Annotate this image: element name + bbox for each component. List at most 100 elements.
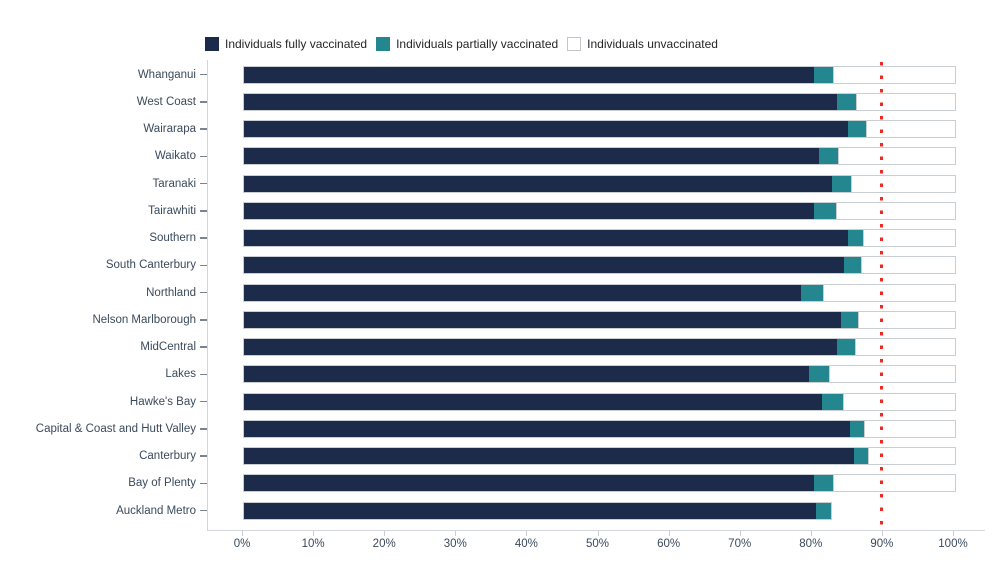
bar-segment-partially-vaccinated <box>836 339 856 356</box>
y-axis-tickmark <box>200 482 207 485</box>
y-axis-label: Nelson Marlborough <box>92 313 196 326</box>
bar-segment-fully-vaccinated <box>244 202 814 219</box>
reference-line-90-percent <box>880 62 884 531</box>
y-axis-row: Lakes <box>0 361 207 388</box>
x-axis-tick-label: 40% <box>514 538 538 550</box>
y-axis-label: Bay of Plenty <box>128 477 196 490</box>
bar-segment-unvaccinated <box>823 284 955 301</box>
legend-swatch-icon <box>376 37 391 51</box>
y-axis-tickmark <box>200 319 207 321</box>
y-axis-row: Canterbury <box>0 443 207 470</box>
bar-segment-unvaccinated <box>838 148 955 165</box>
bar-segment-partially-vaccinated <box>819 148 839 165</box>
y-axis-label: Capital & Coast and Hutt Valley <box>35 422 196 435</box>
chart-legend: Individuals fully vaccinated Individuals … <box>205 37 718 51</box>
y-axis-row: Hawke's Bay <box>0 388 207 415</box>
y-axis-row: Nelson Marlborough <box>0 306 207 333</box>
legend-item: Individuals fully vaccinated <box>205 37 367 51</box>
y-axis-row: Wairarapa <box>0 116 207 143</box>
y-axis-label: Canterbury <box>139 450 196 463</box>
bar-row <box>243 474 956 493</box>
bar-row <box>243 229 956 248</box>
bar-segment-partially-vaccinated <box>800 284 824 301</box>
y-axis-label: Taranaki <box>152 177 196 190</box>
x-axis-tickmark <box>881 531 883 536</box>
x-axis-tick-label: 60% <box>657 538 681 550</box>
bar-segment-partially-vaccinated <box>813 202 837 219</box>
legend-item: Individuals partially vaccinated <box>376 37 558 51</box>
bar-row <box>243 201 956 220</box>
bar-row <box>243 501 833 520</box>
y-axis-row: Waikato <box>0 143 207 170</box>
y-axis-row: South Canterbury <box>0 252 207 279</box>
y-axis-tickmark <box>200 237 207 239</box>
bar-segment-fully-vaccinated <box>244 448 855 465</box>
bar-segment-unvaccinated <box>856 93 955 110</box>
y-axis-label: Southern <box>149 232 196 245</box>
x-axis-tickmark <box>668 531 670 536</box>
x-axis-tickmark <box>526 531 528 536</box>
y-axis-label: Whanganui <box>137 68 196 81</box>
bar-segment-fully-vaccinated <box>244 502 817 519</box>
x-axis-tick-label: 100% <box>938 538 968 550</box>
x-axis-tick-label: 0% <box>233 538 251 550</box>
bar-row <box>243 392 956 411</box>
bar-row <box>243 365 956 384</box>
bar-row <box>243 419 956 438</box>
bar-segment-partially-vaccinated <box>816 502 832 519</box>
legend-swatch-icon <box>567 37 582 51</box>
bar-segment-fully-vaccinated <box>244 257 845 274</box>
bar-row <box>243 65 956 84</box>
y-axis-tickmark <box>200 182 207 185</box>
y-axis-tickmark <box>200 101 207 103</box>
bar-row <box>243 283 956 302</box>
bar-row <box>243 338 956 357</box>
bar-segment-unvaccinated <box>867 448 955 465</box>
y-axis-label: Northland <box>146 286 196 299</box>
y-axis-label: MidCentral <box>140 341 196 354</box>
y-axis-tickmark <box>200 291 207 294</box>
x-axis-tickmark <box>313 531 315 536</box>
bar-segment-unvaccinated <box>829 366 955 383</box>
x-axis-tickmark <box>384 531 386 536</box>
legend-label: Individuals fully vaccinated <box>225 37 368 51</box>
x-axis-tickmark <box>242 531 243 536</box>
bar-segment-unvaccinated <box>833 475 955 492</box>
x-axis-tickmark <box>455 531 457 536</box>
y-axis-row: Tairawhiti <box>0 197 207 224</box>
y-axis-row: MidCentral <box>0 334 207 361</box>
bar-segment-partially-vaccinated <box>808 366 830 383</box>
bar-segment-unvaccinated <box>836 202 955 219</box>
y-axis-tickmark <box>200 73 207 76</box>
y-axis-row: Northland <box>0 279 207 306</box>
bar-segment-fully-vaccinated <box>244 366 809 383</box>
y-axis-tickmark <box>200 128 207 130</box>
x-axis-tickmark <box>597 531 599 536</box>
bar-row <box>243 310 956 329</box>
y-axis-label: Lakes <box>165 368 196 381</box>
y-axis-row: Bay of Plenty <box>0 470 207 497</box>
y-axis-label: Hawke's Bay <box>129 395 196 408</box>
bar-segment-partially-vaccinated <box>831 175 852 192</box>
y-axis-label: Tairawhiti <box>148 204 196 217</box>
bar-segment-partially-vaccinated <box>822 393 844 410</box>
x-axis-tick-label: 10% <box>301 538 325 550</box>
x-axis-tick-label: 80% <box>799 538 823 550</box>
y-axis-tickmark <box>200 400 207 403</box>
y-axis-tickmark <box>200 264 207 267</box>
bar-segment-fully-vaccinated <box>244 175 832 192</box>
bar-row <box>243 92 956 111</box>
bar-segment-partially-vaccinated <box>847 121 867 138</box>
bar-segment-fully-vaccinated <box>244 311 841 328</box>
bar-segment-fully-vaccinated <box>244 284 801 301</box>
plot-panel <box>207 60 985 531</box>
y-axis-tickmark <box>200 509 207 512</box>
bar-segment-partially-vaccinated <box>814 66 834 83</box>
legend-label: Individuals unvaccinated <box>587 37 718 51</box>
bar-segment-unvaccinated <box>863 420 955 437</box>
bar-segment-partially-vaccinated <box>847 230 864 247</box>
x-axis-tick-label: 20% <box>372 538 396 550</box>
y-axis-label: West Coast <box>136 95 196 108</box>
bar-segment-fully-vaccinated <box>244 420 851 437</box>
legend-item: Individuals unvaccinated <box>567 37 718 51</box>
